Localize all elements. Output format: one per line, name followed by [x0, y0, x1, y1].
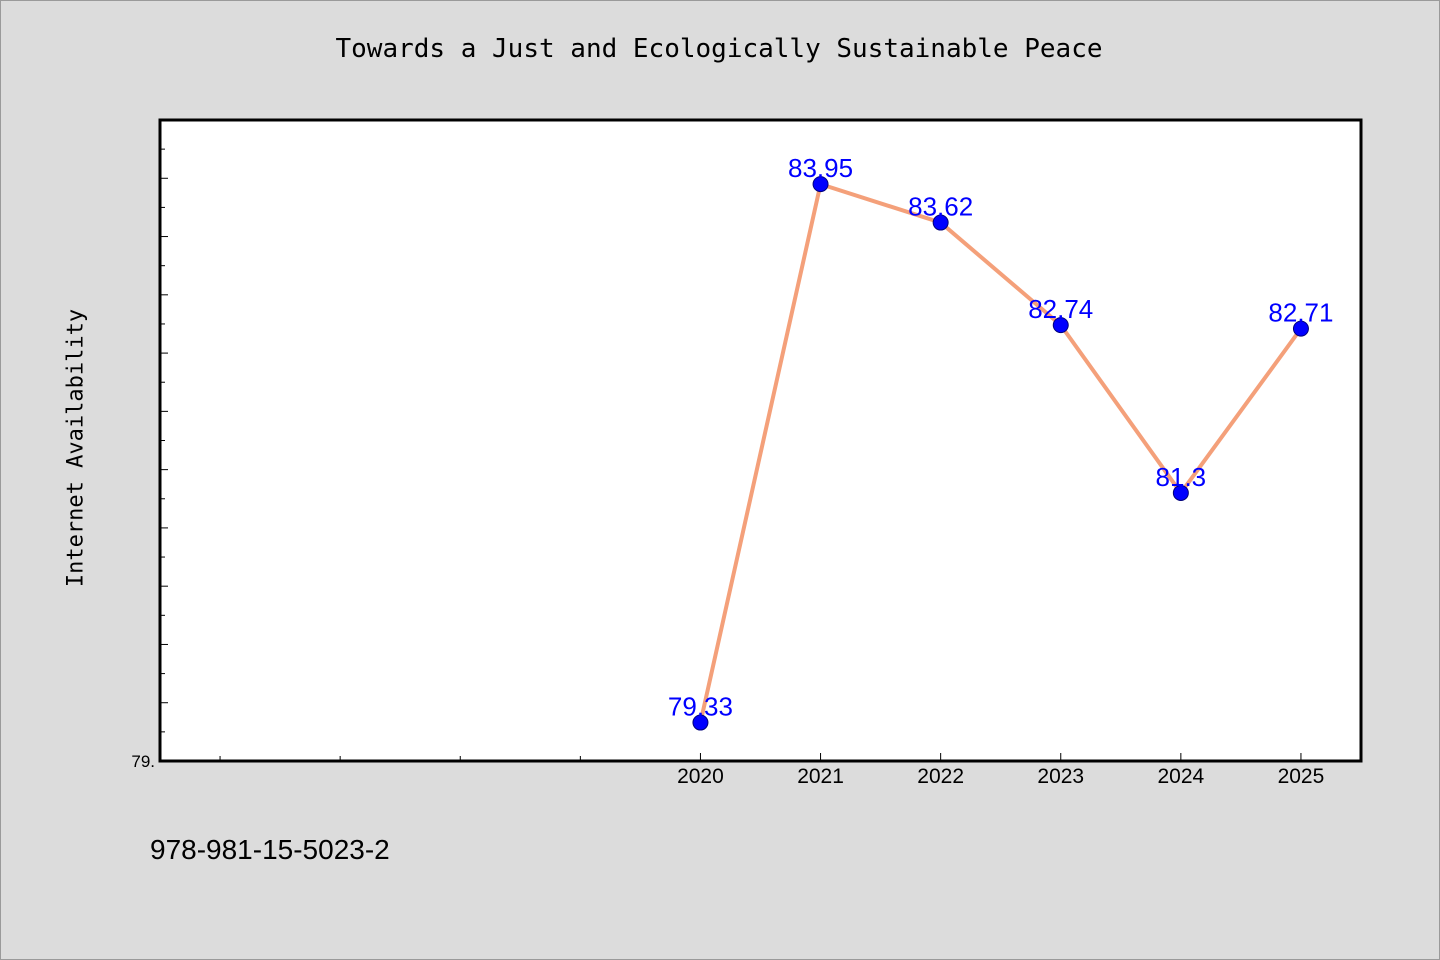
plot-border	[158, 118, 1363, 763]
x-tick-label: 2023	[1037, 765, 1084, 788]
x-tick-label: 2024	[1157, 765, 1204, 788]
x-tick-label: 2025	[1278, 765, 1325, 788]
x-tick-label: 2020	[677, 765, 724, 788]
x-tick-label: 2022	[917, 765, 964, 788]
data-point	[1052, 317, 1069, 334]
y-tick-label: 79.	[131, 752, 155, 771]
series-lines	[698, 182, 1303, 723]
data-point	[932, 214, 949, 231]
data-point	[812, 176, 829, 193]
series-line	[698, 182, 1303, 723]
x-tick-labels: 2020 2021 2022 2023 2024 2025	[677, 765, 1324, 788]
data-label: 82.74	[1028, 294, 1093, 324]
data-labels: 79.33 83.95 83.62 82.74 81.3 82.71	[668, 153, 1334, 721]
data-label: 83.95	[788, 153, 853, 183]
data-point	[692, 714, 709, 731]
data-label: 79.33	[668, 692, 733, 722]
data-label: 81.3	[1156, 462, 1207, 492]
data-label: 82.71	[1268, 298, 1333, 328]
isbn-text: 978-981-15-5023-2	[150, 834, 390, 865]
plot-area	[160, 120, 1361, 761]
x-tick-label: 2021	[797, 765, 844, 788]
series-points	[692, 176, 1309, 731]
data-label: 83.62	[908, 192, 973, 222]
data-point	[1292, 320, 1309, 337]
data-point	[1172, 484, 1189, 501]
chart-title: Towards a Just and Ecologically Sustaina…	[335, 34, 1103, 64]
